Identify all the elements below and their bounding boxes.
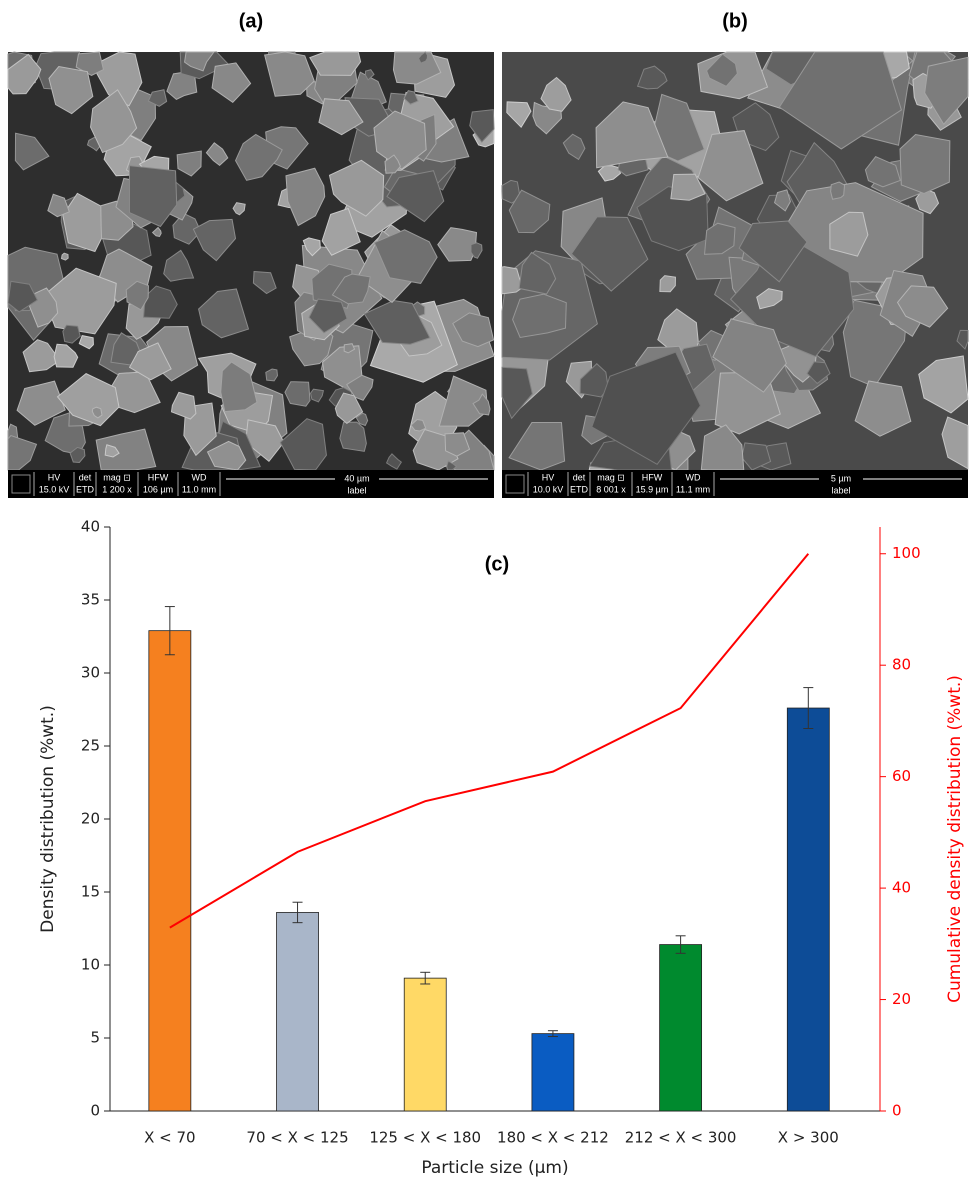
y2-tick-label: 20: [892, 990, 911, 1008]
particle: [340, 422, 367, 451]
info-value: 15.9 µm: [636, 484, 669, 494]
info-value: 1 200 x: [102, 484, 132, 494]
x-tick-label: 180 < X < 212: [497, 1129, 609, 1147]
scale-text: 40 µm: [344, 473, 369, 483]
bar: [660, 945, 702, 1111]
scale-label: label: [831, 485, 850, 495]
info-key: WD: [686, 472, 701, 482]
info-key: HV: [48, 472, 61, 482]
panel-label: (b): [722, 10, 748, 32]
annotation: (c): [485, 553, 509, 575]
info-value: 15.0 kV: [39, 484, 70, 494]
cumulative-line: [170, 554, 808, 928]
y2-axis-label: Cumulative density distribution (%wt.): [945, 675, 965, 1003]
info-value: 11.0 mm: [182, 484, 216, 494]
x-axis-label: Particle size (µm): [421, 1158, 568, 1178]
info-value: 8 001 x: [596, 484, 626, 494]
info-key: HFW: [148, 472, 169, 482]
x-tick-label: 70 < X < 125: [246, 1129, 348, 1147]
particle: [900, 135, 950, 194]
info-value: ETD: [76, 484, 95, 494]
x-tick-label: X > 300: [778, 1129, 839, 1147]
y-tick-label: 0: [90, 1102, 100, 1120]
info-value: ETD: [570, 484, 589, 494]
bar: [404, 978, 446, 1111]
scale-label: label: [347, 485, 366, 495]
figure: (a) HV 15.0 kV det ETD mag ⊡ 1 200 x HFW 106 µm W…: [0, 0, 974, 1184]
x-tick-label: 125 < X < 180: [369, 1129, 481, 1147]
info-key: det: [79, 472, 92, 482]
info-value: 11.1 mm: [676, 484, 710, 494]
y2-tick-label: 60: [892, 767, 911, 785]
info-key: WD: [192, 472, 207, 482]
y-tick-label: 30: [81, 664, 100, 682]
scale-text: 5 µm: [831, 473, 851, 483]
y-tick-label: 40: [81, 518, 100, 536]
y-tick-label: 10: [81, 956, 100, 974]
info-key: HV: [542, 472, 555, 482]
bar: [787, 708, 829, 1111]
y2-tick-label: 0: [892, 1102, 902, 1120]
bar: [149, 631, 191, 1111]
info-value: 106 µm: [143, 484, 173, 494]
y-tick-label: 15: [81, 883, 100, 901]
particle: [62, 253, 69, 260]
y-tick-label: 35: [81, 591, 100, 609]
x-tick-label: 212 < X < 300: [625, 1129, 737, 1147]
info-key: det: [573, 472, 586, 482]
info-value: 10.0 kV: [533, 484, 564, 494]
info-key: mag ⊡: [597, 472, 625, 482]
y-tick-label: 20: [81, 810, 100, 828]
x-tick-label: X < 70: [144, 1129, 195, 1147]
y-tick-label: 25: [81, 737, 100, 755]
bar: [532, 1034, 574, 1111]
y2-tick-label: 40: [892, 879, 911, 897]
info-key: HFW: [642, 472, 663, 482]
bar: [277, 912, 319, 1111]
info-key: mag ⊡: [103, 472, 131, 482]
y2-tick-label: 100: [892, 544, 921, 562]
y-tick-label: 5: [90, 1029, 100, 1047]
y-axis-label: Density distribution (%wt.): [38, 705, 58, 933]
particle: [831, 182, 845, 199]
panel-label: (a): [239, 10, 263, 32]
y2-tick-label: 80: [892, 656, 911, 674]
